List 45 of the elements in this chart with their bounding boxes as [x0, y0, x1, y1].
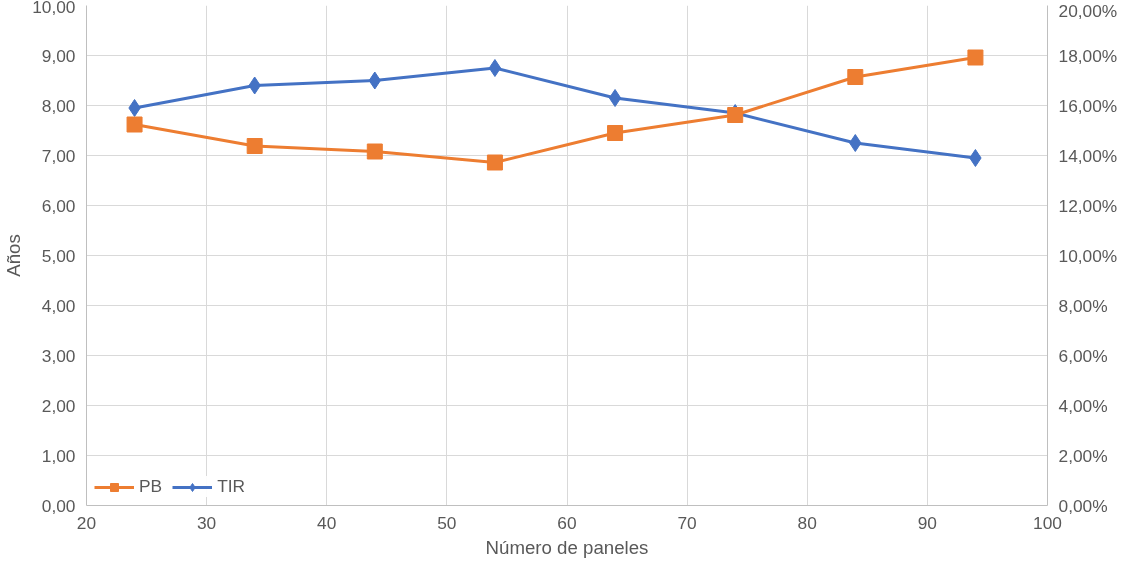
point — [969, 149, 982, 167]
y-tick-label: 2,00 — [41, 395, 76, 416]
point — [488, 59, 502, 77]
x-tick-label: 80 — [797, 512, 817, 533]
point — [847, 69, 864, 85]
x-tick-label: 50 — [437, 512, 457, 533]
point — [607, 125, 624, 141]
point — [849, 134, 862, 152]
x-tick-label: 20 — [76, 512, 97, 533]
y2-tick-label: 10,00% — [1058, 245, 1118, 266]
legend-label: TIR — [217, 476, 246, 497]
point — [486, 154, 503, 171]
y2-tick-label: 16,00% — [1058, 95, 1118, 116]
x-tick-label: 30 — [196, 512, 217, 533]
x-tick-label: 70 — [677, 512, 697, 533]
y2-tick-label: 8,00% — [1058, 295, 1108, 316]
y-tick-label: 9,00 — [41, 45, 76, 66]
y2-tick-label: 18,00% — [1058, 45, 1118, 66]
y-tick-label: 6,00 — [41, 195, 76, 216]
point — [366, 143, 383, 160]
y-tick-label: 5,00 — [41, 245, 76, 266]
x-tick-label: 40 — [317, 512, 337, 533]
y-tick-label: 10,00 — [32, 0, 76, 17]
point — [246, 138, 263, 154]
y2-tick-label: 14,00% — [1058, 145, 1118, 166]
x-tick-label: 90 — [917, 512, 938, 533]
y2-tick-label: 2,00% — [1058, 445, 1108, 466]
point — [967, 49, 984, 66]
point — [126, 116, 143, 133]
y-axis-title: Años — [3, 234, 25, 277]
point — [128, 99, 141, 117]
y-tick-label: 4,00 — [41, 295, 76, 316]
y2-tick-label: 20,00% — [1058, 0, 1118, 21]
x-tick-label: 60 — [557, 512, 577, 533]
y-tick-label: 3,00 — [41, 345, 76, 366]
y-tick-label: 0,00 — [41, 495, 76, 516]
y-tick-label: 1,00 — [41, 445, 76, 466]
legend-label: PB — [139, 476, 163, 497]
x-axis-title: Número de paneles — [485, 536, 649, 558]
y2-tick-label: 6,00% — [1058, 345, 1108, 366]
y2-tick-label: 4,00% — [1058, 395, 1108, 416]
y2-tick-label: 12,00% — [1058, 195, 1118, 216]
point — [608, 89, 622, 107]
y-tick-label: 8,00 — [41, 95, 76, 116]
y-tick-label: 7,00 — [41, 145, 76, 166]
